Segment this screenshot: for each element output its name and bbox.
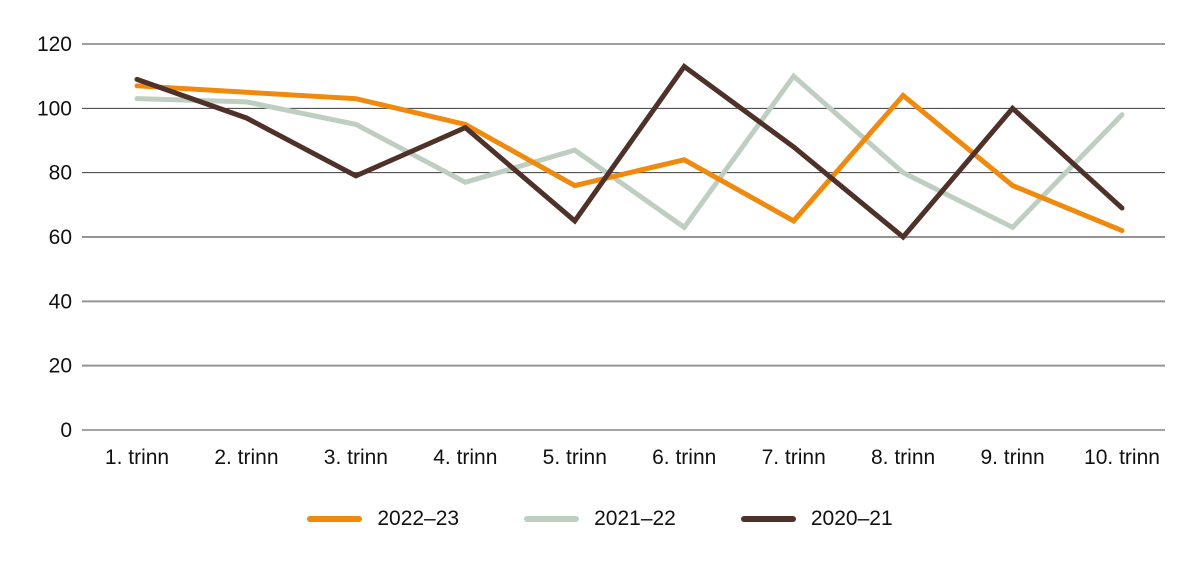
legend-swatch-2022-23 (307, 515, 363, 522)
x-axis-label-3: 3. trinn (324, 446, 388, 469)
legend-item-2020-21: 2020–21 (740, 507, 893, 530)
legend-label-2022-23: 2022–23 (377, 507, 460, 530)
y-tick-label-60: 60 (49, 226, 72, 249)
x-axis-label-8: 8. trinn (871, 446, 935, 469)
x-axis-label-5: 5. trinn (543, 446, 607, 469)
series-lines (134, 62, 1125, 241)
chart-legend: 2022–23 2021–22 2020–21 (0, 508, 1200, 529)
legend-swatch-2020-21 (740, 515, 796, 522)
legend-label-2021-22: 2021–22 (594, 507, 676, 530)
series-line-2022-23 (134, 83, 1125, 234)
series-line-2020-21 (134, 62, 1125, 241)
x-axis-label-9: 9. trinn (980, 446, 1044, 469)
series-line-2021-22 (134, 72, 1125, 231)
y-tick-label-120: 120 (37, 33, 72, 56)
y-tick-label-80: 80 (49, 162, 72, 185)
legend-item-2022-23: 2022–23 (307, 508, 459, 529)
legend-item-2021-22: 2021–22 (524, 508, 676, 529)
legend-label-2020-21: 2020–21 (810, 507, 893, 530)
chart-canvas: 0 20 40 60 80 100 120 1. trinn 2. trinn 3. trinn 4… (37, 33, 1165, 469)
legend-swatch-2021-22 (524, 515, 580, 522)
y-tick-label-0: 0 (60, 419, 72, 442)
x-axis-label-10: 10. trinn (1084, 446, 1160, 469)
x-axis-label-7: 7. trinn (762, 446, 826, 469)
y-tick-labels: 0 20 40 60 80 100 120 (37, 33, 72, 442)
y-tick-label-20: 20 (49, 355, 72, 378)
y-tick-label-100: 100 (37, 97, 72, 120)
x-axis-label-2: 2. trinn (214, 446, 278, 469)
x-axis-label-1: 1. trinn (105, 446, 169, 469)
x-axis-label-6: 6. trinn (652, 446, 716, 469)
x-axis-label-4: 4. trinn (433, 446, 497, 469)
x-axis-labels: 1. trinn 2. trinn 3. trinn 4. trinn 5. trinn… (105, 446, 1160, 469)
y-tick-label-40: 40 (49, 290, 72, 313)
